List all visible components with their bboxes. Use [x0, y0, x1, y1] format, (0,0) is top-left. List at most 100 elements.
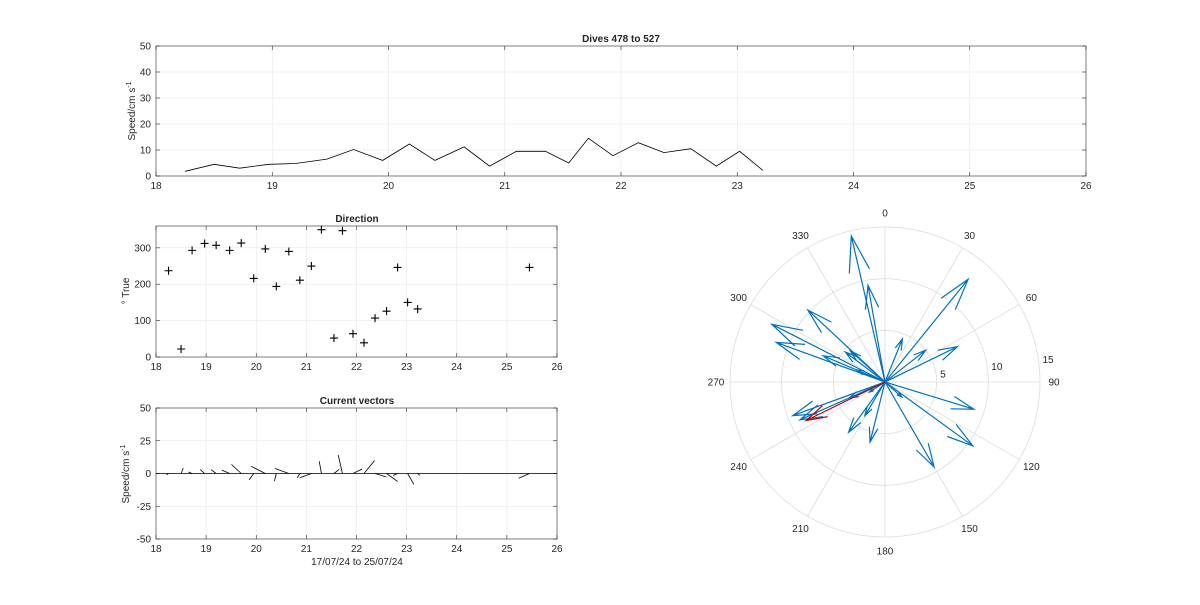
direction-point	[261, 244, 270, 253]
current-vector-stick	[250, 465, 266, 474]
p1-ytick-label: 20	[140, 120, 152, 131]
p2-xtick-label: 23	[401, 362, 413, 373]
direction-point	[348, 329, 357, 338]
compass-arrow	[868, 381, 886, 445]
speed-ylabel-sup: -1	[126, 81, 133, 87]
p1-ytick-label: 50	[140, 42, 152, 53]
p3-ytick-label: 25	[140, 436, 152, 447]
direction-point	[360, 338, 369, 347]
current-vector-stick	[221, 469, 230, 474]
speed-line	[185, 137, 764, 172]
compass-angle-label: 90	[1048, 378, 1060, 389]
p3-xtick-label: 21	[301, 544, 313, 555]
p3-xtick-label: 20	[251, 544, 263, 555]
direction-point	[403, 298, 412, 307]
current-vector-stick	[166, 473, 169, 476]
current-vector-stick	[274, 473, 277, 482]
p1-xtick-label: 18	[150, 181, 162, 192]
compass-arrow	[884, 381, 976, 410]
compass-spoke	[750, 304, 886, 383]
direction-point	[249, 274, 258, 283]
p2-ytick-label: 300	[134, 243, 151, 254]
current-vector-stick	[210, 469, 217, 474]
compass-panel: 0 30 60 90 120 150 180 210 240 270 300 330 5 10 15	[708, 209, 1060, 558]
compass-arrow	[884, 336, 904, 383]
compass-angle-label: 330	[792, 231, 809, 242]
compass-arrow	[884, 381, 904, 399]
compass-arrow	[843, 350, 886, 383]
direction-point	[295, 276, 304, 285]
compass-mean-arrow	[804, 381, 886, 422]
current-vector-stick	[231, 464, 242, 474]
current-vectors-panel: 18 19 20 21 22 23 24 25 26 -50 -25 0 25 50 Current ve…	[120, 396, 563, 568]
speed-title: Dives 478 to 527	[582, 34, 660, 45]
p3-xtick-label: 18	[150, 544, 162, 555]
compass-spoke	[884, 304, 1020, 383]
p3-xtick-label: 24	[451, 544, 463, 555]
direction-point	[307, 262, 316, 271]
current-vector-stick	[518, 473, 530, 479]
p3-ytick-label: 50	[140, 404, 152, 415]
compass-arrow	[884, 381, 936, 469]
p1-ytick-label: 30	[140, 94, 152, 105]
p2-xtick-label: 25	[501, 362, 513, 373]
compass-arrow	[863, 381, 886, 418]
compass-spoke	[750, 381, 886, 460]
current-vector-stick	[417, 473, 421, 476]
current-vector-stick	[180, 467, 184, 474]
p1-xtick-label: 24	[848, 181, 860, 192]
current-vector-stick	[188, 471, 193, 474]
p3-ytick-label: -50	[137, 535, 152, 546]
compass-angle-label: 60	[1026, 293, 1038, 304]
direction-point	[371, 314, 380, 323]
current-vector-stick	[337, 454, 343, 474]
p2-xtick-label: 21	[301, 362, 313, 373]
p1-xtick-label: 22	[615, 181, 627, 192]
compass-spoke	[807, 247, 886, 383]
current-vector-stick	[274, 468, 289, 474]
p1-xtick-label: 25	[964, 181, 976, 192]
direction-point	[338, 226, 347, 235]
p2-xtick-label: 26	[551, 362, 563, 373]
current-vector-stick	[299, 473, 312, 479]
direction-panel: 18 19 20 21 22 23 24 25 26 0 100 200 300 Direction °…	[121, 214, 563, 373]
current-vector-stick	[392, 473, 398, 476]
p3-xtick-label: 26	[551, 544, 563, 555]
compass-angle-label: 0	[882, 209, 888, 220]
compass-radius-label: 15	[1042, 355, 1054, 366]
compass-angle-label: 180	[877, 547, 894, 558]
p1-xtick-label: 21	[499, 181, 511, 192]
p2-xtick-label: 18	[150, 362, 162, 373]
direction-point	[200, 239, 209, 248]
direction-point	[317, 225, 326, 234]
compass-arrow	[884, 381, 975, 448]
p1-xtick-label: 20	[383, 181, 395, 192]
current-vector-stick	[248, 473, 255, 481]
p2-xtick-label: 24	[451, 362, 463, 373]
direction-point	[188, 246, 197, 255]
direction-point	[237, 239, 246, 248]
p1-ytick-label: 0	[145, 172, 151, 183]
current-vector-stick	[318, 461, 322, 474]
compass-angle-label: 120	[1023, 462, 1040, 473]
speed-ylabel: Speed/cm s-1	[126, 81, 138, 140]
current-vectors-ylabel-main: Speed/cm s	[121, 451, 132, 504]
direction-point	[329, 334, 338, 343]
compass-angle-label: 30	[964, 231, 976, 242]
compass-radius-label: 10	[991, 362, 1003, 373]
p3-xtick-label: 22	[351, 544, 363, 555]
current-vector-stick	[333, 469, 340, 474]
compass-arrow	[806, 308, 886, 383]
compass-arrow	[884, 277, 970, 383]
direction-point	[225, 246, 234, 255]
current-vector-stick	[363, 460, 375, 474]
p2-xtick-label: 22	[351, 362, 363, 373]
direction-point	[272, 282, 281, 291]
compass-arrow	[848, 233, 886, 383]
p1-xtick-label: 19	[267, 181, 279, 192]
direction-point	[525, 263, 534, 272]
p2-xtick-label: 19	[201, 362, 213, 373]
compass-angle-label: 270	[708, 378, 725, 389]
current-vector-stick	[296, 473, 301, 478]
